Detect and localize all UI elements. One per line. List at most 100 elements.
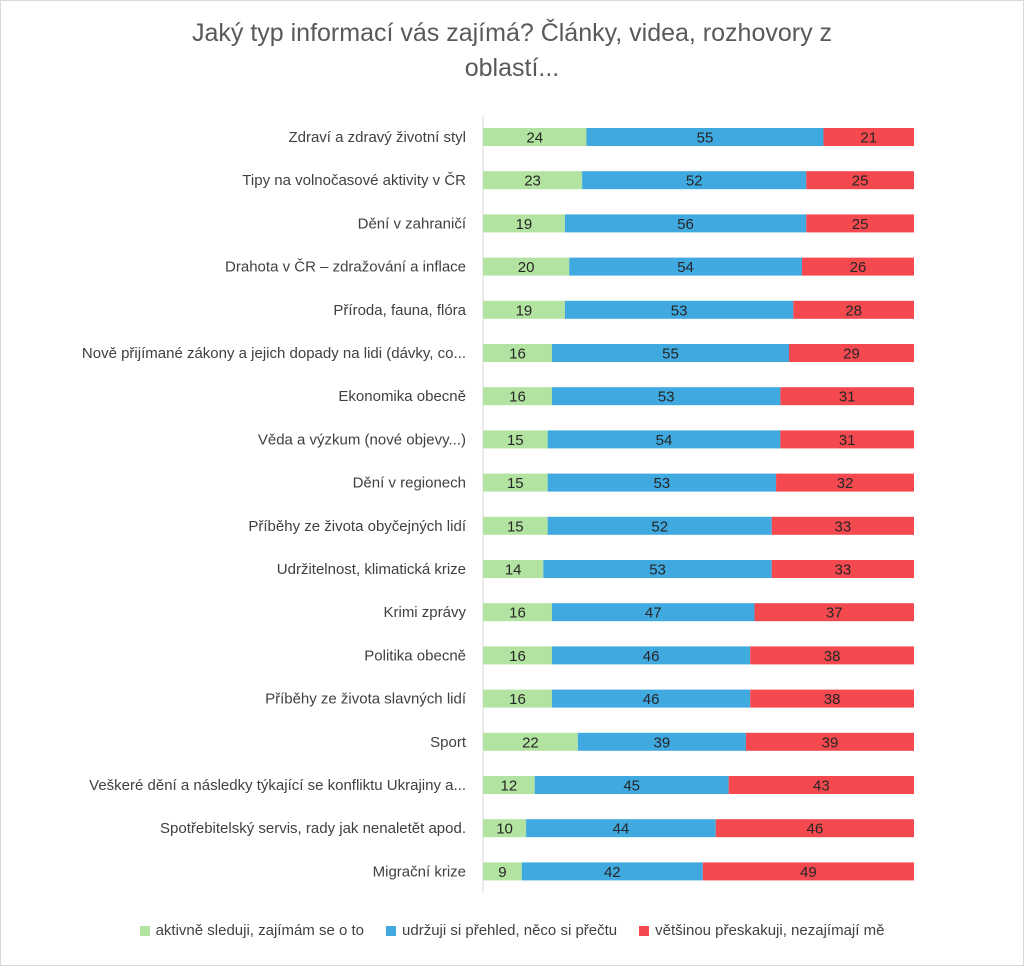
category-label: Zdraví a zdravý životní styl [288,129,466,146]
bar-segment-series-1 [483,430,548,449]
legend-item: většinou přeskakuji, nezajímají mě [639,922,884,939]
bar-segment-series-2 [521,862,703,881]
legend-label: udržuji si přehled, něco si přečtu [402,922,618,939]
bar-segment-series-3 [750,646,914,665]
legend-swatch [639,925,650,936]
bar-segment-series-3 [771,516,914,535]
data-label: 33 [835,562,852,579]
data-label: 32 [837,475,854,492]
bar-segment-series-1 [483,214,565,233]
category-label: Tipy na volnočasové aktivity v ČR [242,172,466,189]
category-label: Ekonomika obecně [338,388,466,405]
legend: aktivně sleduji, zajímám se o to udržuji … [0,922,1024,939]
data-label: 9 [498,864,506,881]
legend-label: většinou přeskakuji, nezajímají mě [655,922,885,939]
category-label: Věda a výzkum (nové objevy...) [258,431,466,448]
bar-segment-series-1 [483,689,552,708]
data-label: 29 [843,346,860,363]
bar-segment-series-1 [483,300,565,319]
bar-segment-series-3 [789,344,914,362]
data-label: 28 [845,302,862,319]
category-label: Dění v zahraničí [358,215,467,232]
data-label: 10 [496,821,513,838]
data-label: 12 [501,778,518,795]
bar-segment-series-3 [754,603,914,622]
bar-segment-series-3 [715,819,914,838]
category-label: Migrační krize [373,863,466,880]
data-label: 16 [509,605,526,622]
data-label: 46 [643,691,660,708]
bar-segment-series-2 [547,516,772,535]
bar-segment-series-1 [483,862,522,881]
data-label: 15 [507,432,524,449]
bar-segment-series-2 [551,603,755,622]
bar-segment-series-2 [564,300,794,319]
bar-segment-series-3 [776,473,914,492]
data-label: 16 [509,346,526,363]
data-label: 38 [824,691,841,708]
legend-swatch [139,925,150,936]
bar-segment-series-1 [483,344,552,362]
bar-segment-series-3 [702,862,914,881]
bar-segment-series-3 [793,300,914,319]
data-label: 53 [671,302,688,319]
plot-area: Zdraví a zdravý životní styl 24 55 21 Tipy n… [82,115,914,893]
bar-segment-series-3 [745,732,914,751]
bar-segment-series-3 [801,257,914,276]
data-label: 52 [686,173,703,190]
category-label: Sport [430,734,467,751]
data-label: 53 [649,562,666,579]
bar-segment-series-1 [483,171,583,190]
data-label: 52 [651,518,668,535]
category-label: Spotřebitelský servis, rady jak nenaletě… [160,820,466,837]
bar-segment-series-2 [547,473,777,492]
bar-segment-series-1 [483,819,527,838]
data-label: 16 [509,648,526,665]
bar-segment-series-1 [483,560,544,578]
data-label: 25 [852,216,869,233]
data-label: 55 [662,346,679,363]
data-label: 43 [813,778,830,795]
bar-segment-series-2 [582,171,807,190]
bar-segment-series-2 [551,646,751,665]
data-label: 37 [826,605,843,622]
bar-segment-series-1 [483,516,548,535]
data-label: 31 [839,389,856,406]
bar-segment-series-2 [551,387,781,406]
category-label: Příběhy ze života obyčejných lidí [248,518,466,535]
data-label: 44 [613,821,630,838]
data-label: 46 [643,648,660,665]
data-label: 53 [654,475,671,492]
bar-segment-series-1 [483,387,552,406]
data-label: 16 [509,691,526,708]
bar-segment-series-3 [780,430,914,449]
data-label: 54 [656,432,673,449]
data-label: 42 [604,864,621,881]
bar-segment-series-2 [586,128,824,146]
bar-segment-series-1 [483,473,548,492]
data-label: 31 [839,432,856,449]
bar-segment-series-1 [483,776,535,794]
chart-title: Jaký typ informací vás zajímá? Články, v… [191,19,833,82]
category-label: Udržitelnost, klimatická krize [277,561,466,578]
category-label: Drahota v ČR – zdražování a inflace [225,259,466,276]
data-label: 55 [697,130,714,147]
category-label: Příběhy ze života slavných lidí [265,691,467,708]
data-label: 23 [524,173,541,190]
data-label: 19 [516,302,533,319]
bar-segment-series-2 [551,344,790,362]
data-label: 25 [852,173,869,190]
data-label: 33 [835,518,852,535]
category-label: Politika obecně [364,647,466,664]
data-label: 14 [505,562,522,579]
data-label: 15 [507,475,524,492]
data-label: 46 [807,821,824,838]
bar-segment-series-3 [780,387,914,406]
data-label: 21 [860,130,877,147]
category-label: Dění v regionech [353,475,466,492]
data-label: 15 [507,518,524,535]
legend-label: aktivně sleduji, zajímám se o to [155,922,365,939]
data-label: 47 [645,605,662,622]
data-label: 16 [509,389,526,406]
bar-segment-series-1 [483,257,570,276]
